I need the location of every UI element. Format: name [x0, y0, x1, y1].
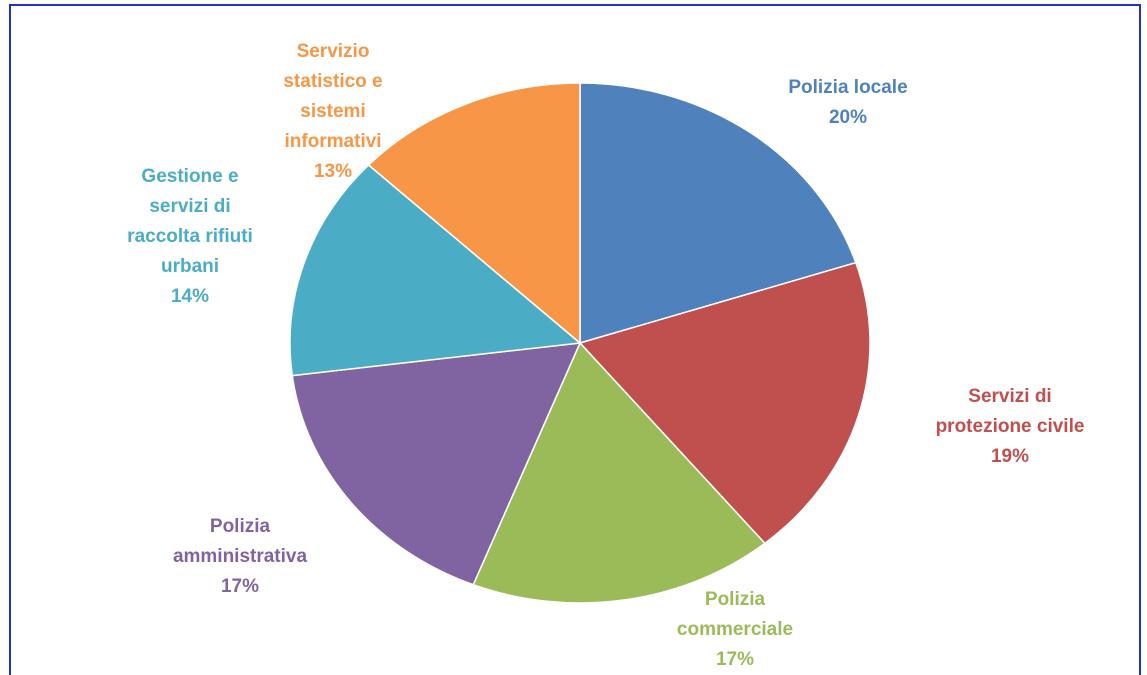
slice-value: 19%: [990, 446, 1030, 467]
slice-value: 13%: [313, 161, 353, 182]
slice-label: Servizi di protezione civile 19%: [923, 382, 1098, 472]
slice-name: Polizia locale: [788, 77, 908, 98]
slice-name: Servizi di protezione civile: [935, 386, 1085, 437]
slice-value: 14%: [170, 286, 210, 307]
slice-name: Polizia amministrativa: [172, 516, 308, 567]
slice-label: Polizia commerciale 17%: [655, 585, 815, 675]
slice-value: 20%: [828, 107, 868, 128]
pie-slice: [289, 164, 582, 377]
pie-slice: [578, 261, 871, 545]
slice-name: Gestione e servizi di raccolta rifiuti u…: [127, 166, 253, 277]
pie-slice: [291, 342, 582, 586]
slice-label: Polizia locale 20%: [738, 73, 958, 133]
slice-value: 17%: [220, 576, 260, 597]
slice-label: Gestione e servizi di raccolta rifiuti u…: [115, 162, 265, 312]
slice-value: 17%: [715, 649, 755, 670]
slice-name: Servizio statistico e sistemi informativ…: [283, 41, 383, 152]
pie-slice: [367, 82, 581, 345]
slice-label: Polizia amministrativa 17%: [150, 512, 330, 602]
slice-name: Polizia commerciale: [676, 589, 794, 640]
pie-slice: [579, 82, 857, 344]
frame: [9, 4, 1141, 675]
slice-label: Servizio statistico e sistemi informativ…: [271, 37, 396, 187]
pie-slice: [472, 341, 766, 604]
